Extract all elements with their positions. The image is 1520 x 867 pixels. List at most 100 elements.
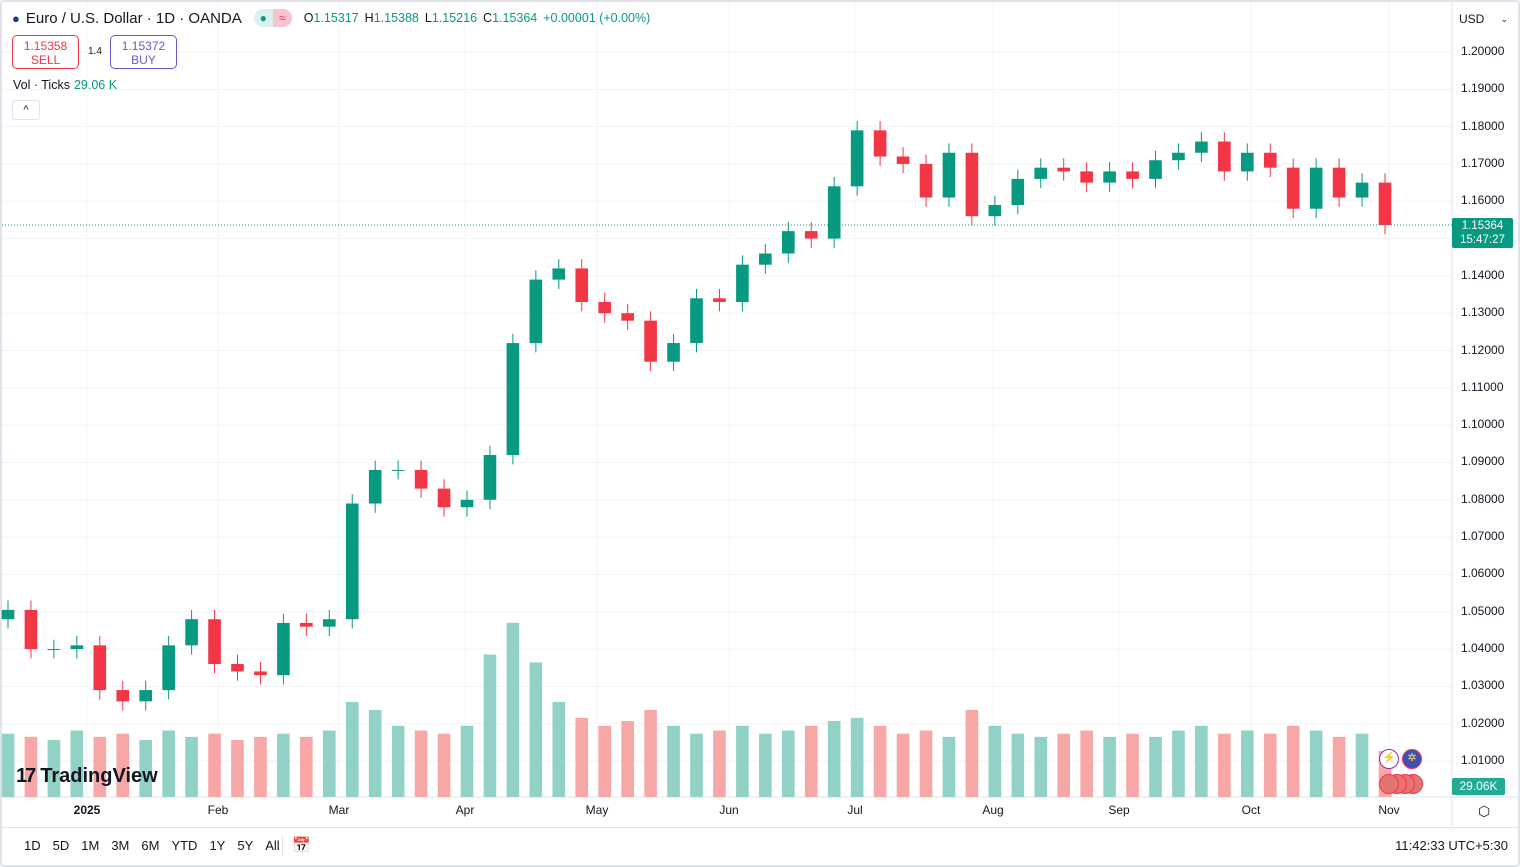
range-5d[interactable]: 5D: [52, 838, 70, 853]
buy-label: BUY: [131, 53, 156, 67]
volume-bar: [873, 725, 887, 797]
volume-bar: [1195, 725, 1208, 797]
volume-bar: [391, 725, 405, 797]
range-ytd[interactable]: YTD: [171, 838, 198, 853]
time-label: Apr: [455, 803, 475, 817]
volume-bar: [644, 709, 657, 797]
time-label: May: [585, 803, 609, 817]
range-all[interactable]: All: [265, 838, 280, 853]
candle-body: [162, 645, 175, 691]
volume-bar: [667, 725, 680, 797]
candle-body: [1263, 152, 1277, 168]
range-5y[interactable]: 5Y: [237, 838, 254, 853]
candle-body: [1080, 171, 1093, 183]
time-label: 2025: [73, 803, 101, 817]
volume-bar: [804, 725, 818, 797]
price-tick: 1.08000: [1461, 491, 1505, 506]
calendar-goto-icon[interactable]: 📅: [292, 837, 311, 854]
candle-body: [47, 649, 61, 651]
sell-label: SELL: [30, 53, 61, 67]
divider: [282, 836, 283, 856]
sell-button[interactable]: 1.15358 SELL: [12, 35, 79, 69]
price-tick: 1.07000: [1461, 529, 1505, 544]
range-3m[interactable]: 3M: [111, 838, 130, 853]
delayed-data-icon: ≈: [272, 9, 292, 27]
chart-header: ● Euro / U.S. Dollar · 1D · OANDA ● ≈ O 1…: [12, 9, 650, 27]
eu-flag-event-icon[interactable]: ✲: [1402, 749, 1422, 769]
candle-body: [1149, 160, 1162, 179]
volume-bar: [1218, 733, 1231, 797]
high-value: 1.15388: [373, 11, 419, 25]
market-open-dot-icon: ●: [253, 9, 273, 27]
volume-bar: [713, 730, 726, 797]
volume-bar: [1355, 733, 1369, 797]
bar-countdown: 15:47:27: [1460, 234, 1505, 246]
volume-bar: [1034, 736, 1048, 797]
range-1d[interactable]: 1D: [24, 838, 41, 853]
volume-bar: [93, 736, 107, 797]
volume-bar: [575, 717, 589, 797]
time-label: Jun: [719, 803, 739, 817]
candle-body: [1355, 182, 1369, 198]
price-tick: 1.02000: [1461, 715, 1505, 730]
candle-body: [1126, 171, 1139, 179]
status-pill[interactable]: ● ≈: [253, 9, 292, 27]
volume-bar: [231, 740, 244, 797]
time-label: Feb: [207, 803, 229, 817]
currency-selector[interactable]: USD ⌄: [1452, 1, 1514, 37]
candle-body: [896, 156, 910, 164]
candle-body: [460, 499, 474, 508]
volume-bar: [1149, 736, 1162, 797]
time-label: Nov: [1378, 803, 1400, 817]
volume-bar: [116, 733, 130, 797]
price-tick: 1.17000: [1461, 155, 1505, 170]
volume-bar: [736, 725, 749, 797]
volume-value: 29.06 K: [73, 78, 118, 92]
price-tick: 1.04000: [1461, 641, 1505, 656]
lightning-event-icon[interactable]: ⚡: [1379, 749, 1399, 769]
last-price-label: 1.15364 15:47:27: [1452, 218, 1513, 248]
candle-body: [736, 264, 749, 303]
candle-body: [827, 186, 841, 239]
candle-body: [506, 343, 520, 456]
settings-icon[interactable]: ⬡: [1478, 803, 1491, 819]
euro-usd-flag-icon: ●: [12, 10, 20, 26]
range-1m[interactable]: 1M: [81, 838, 100, 853]
symbol-title[interactable]: Euro / U.S. Dollar · 1D · OANDA: [25, 9, 242, 27]
tradingview-logo[interactable]: 17 TradingView: [16, 765, 158, 788]
candle-body: [1378, 182, 1392, 225]
candle-body: [1103, 171, 1116, 183]
volume-bar: [1057, 733, 1071, 797]
logo-text: TradingView: [40, 765, 158, 787]
candle-body: [1172, 152, 1185, 161]
candle-body: [254, 671, 267, 676]
sell-price: 1.15358: [23, 39, 68, 53]
volume-bar: [47, 740, 61, 797]
candle-body: [345, 503, 359, 620]
volume-bar: [414, 730, 428, 797]
us-flag-event-icon[interactable]: [1379, 774, 1399, 794]
volume-bar: [1, 733, 15, 797]
clock[interactable]: 11:42:33 UTC+5:30: [1395, 838, 1508, 853]
price-tick: 1.18000: [1461, 118, 1505, 133]
volume-bar: [1011, 733, 1025, 797]
currency-value: USD: [1459, 12, 1485, 26]
candle-body: [368, 469, 382, 504]
price-tick: 1.20000: [1461, 44, 1505, 58]
candle-body: [804, 231, 818, 239]
candle-body: [919, 163, 933, 198]
volume-bar: [988, 725, 1002, 797]
volume-bar: [1103, 736, 1116, 797]
buy-button[interactable]: 1.15372 BUY: [110, 35, 177, 69]
price-tick: 1.01000: [1461, 753, 1505, 767]
range-1y[interactable]: 1Y: [209, 838, 226, 853]
range-6m[interactable]: 6M: [141, 838, 160, 853]
volume-bar: [254, 736, 267, 797]
open-label: O: [303, 11, 314, 25]
candle-body: [277, 622, 290, 676]
candle-body: [873, 130, 887, 157]
collapse-legend-button[interactable]: ^: [12, 100, 40, 120]
volume-legend[interactable]: Vol · Ticks 29.06 K: [13, 78, 117, 92]
